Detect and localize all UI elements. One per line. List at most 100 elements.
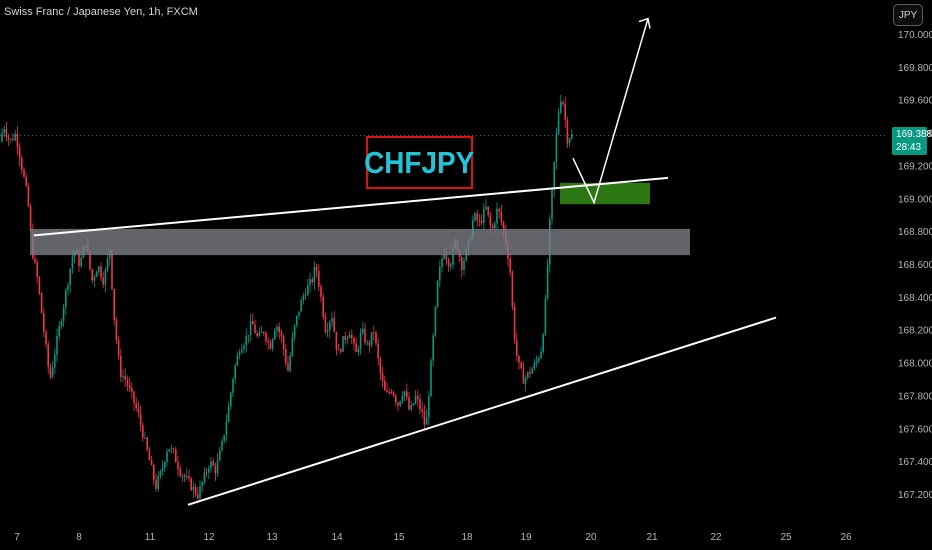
candle-body bbox=[544, 298, 547, 335]
candle-body bbox=[249, 320, 252, 336]
candle-body bbox=[155, 479, 157, 489]
candle-body bbox=[546, 264, 549, 299]
candle-body bbox=[111, 249, 113, 289]
candle-body bbox=[489, 214, 492, 226]
candle-body bbox=[80, 257, 82, 267]
candle-body bbox=[254, 324, 256, 334]
candle-body bbox=[337, 349, 340, 351]
candle-body bbox=[483, 208, 485, 223]
candle-body bbox=[27, 185, 30, 207]
candle-body bbox=[236, 355, 239, 366]
candle-body bbox=[425, 417, 428, 425]
candle-body bbox=[93, 276, 96, 281]
candle-body bbox=[562, 101, 564, 104]
candle-body bbox=[498, 208, 500, 212]
projection-arrow bbox=[572, 17, 651, 205]
candle-body bbox=[95, 271, 98, 277]
candle-body bbox=[10, 138, 12, 140]
candle-body bbox=[432, 335, 434, 361]
candle-body bbox=[175, 449, 177, 463]
candle-body bbox=[428, 396, 430, 418]
candle-body bbox=[527, 371, 529, 378]
price-tick-label: 170.000 bbox=[898, 30, 932, 41]
candle-body bbox=[150, 460, 153, 466]
projection-path bbox=[572, 18, 649, 205]
candle-body bbox=[496, 208, 498, 224]
candle-body bbox=[186, 476, 188, 478]
candle-body bbox=[12, 138, 14, 141]
candle-body bbox=[324, 316, 327, 333]
candle-body bbox=[113, 288, 115, 321]
resistance-zone bbox=[30, 228, 690, 256]
candle-body bbox=[7, 136, 10, 140]
price-tick-label: 167.400 bbox=[898, 457, 932, 468]
bar-countdown: 28:43 bbox=[896, 142, 922, 153]
candle-body bbox=[201, 482, 203, 487]
candle-body bbox=[564, 103, 566, 121]
candle-body bbox=[190, 478, 192, 491]
candle-body bbox=[300, 300, 302, 312]
candle-body bbox=[212, 461, 214, 466]
candle-body bbox=[335, 331, 338, 350]
candle-body bbox=[89, 250, 91, 270]
candle-body bbox=[142, 424, 144, 438]
candle-body bbox=[137, 407, 140, 413]
candle-body bbox=[128, 385, 131, 388]
candle-body bbox=[271, 339, 274, 349]
candle-body bbox=[531, 368, 533, 374]
candle-body bbox=[557, 112, 560, 134]
candle-body bbox=[474, 213, 476, 221]
candle-body bbox=[447, 259, 450, 267]
candle-body bbox=[421, 409, 423, 413]
candle-body bbox=[326, 330, 329, 333]
candle-body bbox=[263, 331, 265, 334]
candle-body bbox=[494, 223, 496, 229]
candles bbox=[1, 94, 573, 504]
candle-body bbox=[384, 380, 386, 391]
candle-body bbox=[280, 332, 283, 337]
candle-body bbox=[3, 128, 5, 133]
candle-body bbox=[535, 360, 538, 363]
candle-body bbox=[540, 351, 542, 358]
candle-body bbox=[302, 296, 305, 301]
zones bbox=[30, 182, 690, 256]
candle-body bbox=[344, 336, 346, 340]
price-tick-label: 168.400 bbox=[898, 293, 932, 304]
candle-body bbox=[329, 322, 331, 331]
candle-body bbox=[100, 266, 102, 278]
candle-body bbox=[386, 390, 388, 392]
candle-body bbox=[265, 333, 267, 342]
candle-body bbox=[282, 336, 285, 350]
candle-body bbox=[423, 412, 426, 425]
candle-body bbox=[166, 451, 168, 463]
candle-body bbox=[399, 401, 401, 406]
candle-body bbox=[36, 262, 38, 278]
candle-body bbox=[551, 189, 553, 220]
candle-body bbox=[439, 267, 441, 281]
candle-body bbox=[21, 158, 23, 170]
candle-body bbox=[410, 404, 412, 410]
candle-body bbox=[29, 206, 32, 232]
upper-trendline bbox=[33, 176, 669, 237]
candle-body bbox=[43, 313, 45, 332]
candle-body bbox=[309, 279, 311, 285]
candle-body bbox=[148, 449, 151, 461]
candle-body bbox=[370, 332, 373, 346]
time-tick-label: 25 bbox=[780, 532, 792, 543]
candle-body bbox=[126, 379, 129, 386]
candle-body bbox=[315, 266, 318, 271]
time-tick-label: 8 bbox=[76, 532, 82, 543]
candle-body bbox=[214, 465, 217, 474]
candle-body bbox=[436, 280, 439, 307]
candle-body bbox=[1, 132, 3, 142]
candle-body bbox=[278, 326, 280, 333]
time-tick-label: 19 bbox=[520, 532, 532, 543]
candle-body bbox=[260, 331, 263, 333]
currency-button[interactable]: JPY bbox=[893, 4, 923, 26]
candle-body bbox=[373, 332, 375, 334]
price-tick-label: 168.600 bbox=[898, 260, 932, 271]
candle-body bbox=[269, 342, 272, 349]
time-tick-label: 7 bbox=[14, 532, 20, 543]
candle-body bbox=[194, 486, 197, 495]
